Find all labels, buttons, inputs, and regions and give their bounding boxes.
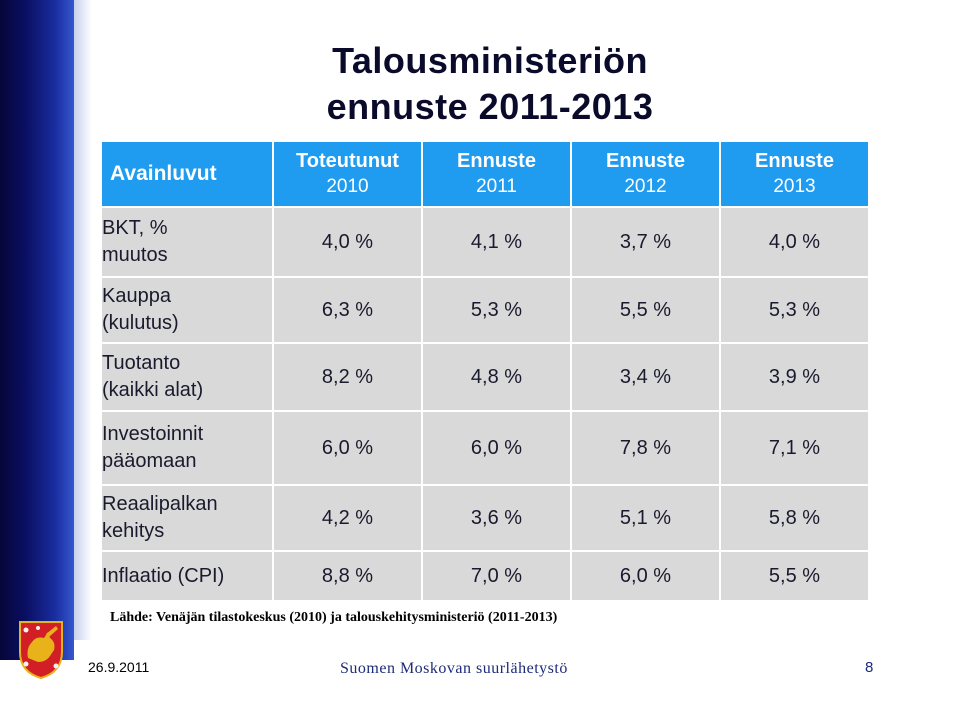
value-cell: 5,1 %	[572, 486, 719, 550]
side-band-fade	[74, 0, 92, 640]
value-text: 6,0 %	[321, 436, 374, 459]
table-row: Investoinnit pääomaan 6,0 % 6,0 % 7,8 % …	[102, 412, 868, 484]
value-cell: 7,1 %	[721, 412, 868, 484]
value-text: 4,0 %	[321, 230, 374, 253]
row-label-line: muutos	[102, 244, 168, 266]
value-text: 6,0 %	[619, 564, 672, 587]
header-col-2010: Toteutunut 2010	[274, 142, 421, 206]
slide-title: Talousministeriön ennuste 2011-2013	[300, 38, 680, 130]
header-col-year: 2012	[624, 176, 667, 197]
value-text: 6,3 %	[321, 298, 374, 321]
row-label-investments: Investoinnit pääomaan	[102, 412, 272, 484]
value-cell: 6,3 %	[274, 278, 421, 342]
title-line-1: Talousministeriön	[332, 40, 648, 81]
value-cell: 5,3 %	[721, 278, 868, 342]
row-label-inflation: Inflaatio (CPI)	[102, 552, 272, 600]
value-cell: 5,3 %	[423, 278, 570, 342]
value-cell: 5,8 %	[721, 486, 868, 550]
value-cell: 5,5 %	[721, 552, 868, 600]
row-label-line: BKT, %	[102, 217, 168, 239]
row-label-line: Tuotanto	[102, 352, 181, 374]
value-text: 4,8 %	[470, 365, 523, 388]
value-cell: 6,0 %	[423, 412, 570, 484]
key-figures-table: Avainluvut Toteutunut 2010 Ennuste 2011 …	[100, 140, 870, 602]
value-text: 4,0 %	[768, 230, 821, 253]
table-row: Reaalipalkan kehitys 4,2 % 3,6 % 5,1 % 5…	[102, 486, 868, 550]
value-cell: 5,5 %	[572, 278, 719, 342]
value-text: 8,2 %	[321, 365, 374, 388]
value-text: 5,5 %	[619, 298, 672, 321]
table-row: Kauppa (kulutus) 6,3 % 5,3 % 5,5 % 5,3 %	[102, 278, 868, 342]
value-cell: 3,6 %	[423, 486, 570, 550]
value-text: 3,6 %	[470, 506, 523, 529]
row-label-line: (kulutus)	[102, 312, 179, 334]
value-text: 3,4 %	[619, 365, 672, 388]
value-text: 5,3 %	[768, 298, 821, 321]
value-cell: 3,9 %	[721, 344, 868, 410]
value-cell: 6,0 %	[572, 552, 719, 600]
title-line-2: ennuste 2011-2013	[326, 86, 654, 127]
table-header-row: Avainluvut Toteutunut 2010 Ennuste 2011 …	[102, 142, 868, 206]
header-col-year: 2010	[326, 176, 369, 197]
value-text: 7,0 %	[470, 564, 523, 587]
value-cell: 8,8 %	[274, 552, 421, 600]
header-col-2011: Ennuste 2011	[423, 142, 570, 206]
value-text: 8,8 %	[321, 564, 374, 587]
value-text: 7,1 %	[768, 436, 821, 459]
header-label: Avainluvut	[102, 142, 272, 206]
value-text: 4,2 %	[321, 506, 374, 529]
header-col-name: Ennuste	[606, 150, 685, 172]
value-cell: 4,0 %	[721, 208, 868, 276]
footer-date: 26.9.2011	[88, 659, 150, 675]
row-label-line: Inflaatio (CPI)	[102, 564, 225, 587]
row-label-line: kehitys	[102, 520, 165, 542]
value-cell: 4,2 %	[274, 486, 421, 550]
value-cell: 4,1 %	[423, 208, 570, 276]
row-label-line: Investoinnit	[102, 423, 204, 445]
value-text: 5,5 %	[768, 564, 821, 587]
side-band	[0, 0, 74, 660]
page-number: 8	[865, 659, 874, 676]
header-col-2013: Ennuste 2013	[721, 142, 868, 206]
header-col-year: 2013	[773, 176, 816, 197]
row-label-line: Kauppa	[102, 285, 171, 307]
table-row: BKT, % muutos 4,0 % 4,1 % 3,7 % 4,0 %	[102, 208, 868, 276]
value-text: 6,0 %	[470, 436, 523, 459]
value-text: 5,3 %	[470, 298, 523, 321]
value-text: 3,9 %	[768, 365, 821, 388]
row-label-line: (kaikki alat)	[102, 379, 204, 401]
row-label-trade: Kauppa (kulutus)	[102, 278, 272, 342]
value-cell: 3,4 %	[572, 344, 719, 410]
value-text: 3,7 %	[619, 230, 672, 253]
row-label-gdp: BKT, % muutos	[102, 208, 272, 276]
finland-coat-of-arms-icon	[19, 621, 63, 680]
value-text: 5,1 %	[619, 506, 672, 529]
header-col-name: Ennuste	[755, 150, 834, 172]
value-cell: 7,0 %	[423, 552, 570, 600]
source-note: Lähde: Venäjän tilastokeskus (2010) ja t…	[110, 610, 558, 625]
row-label-real-wages: Reaalipalkan kehitys	[102, 486, 272, 550]
table-row: Inflaatio (CPI) 8,8 % 7,0 % 6,0 % 5,5 %	[102, 552, 868, 600]
value-cell: 6,0 %	[274, 412, 421, 484]
footer-organization: Suomen Moskovan suurlähetystö	[340, 660, 568, 677]
header-col-name: Toteutunut	[296, 150, 399, 172]
value-text: 7,8 %	[619, 436, 672, 459]
table-row: Tuotanto (kaikki alat) 8,2 % 4,8 % 3,4 %…	[102, 344, 868, 410]
row-label-production: Tuotanto (kaikki alat)	[102, 344, 272, 410]
value-cell: 3,7 %	[572, 208, 719, 276]
header-col-name: Ennuste	[457, 150, 536, 172]
row-label-line: pääomaan	[102, 450, 197, 472]
value-cell: 4,8 %	[423, 344, 570, 410]
value-cell: 4,0 %	[274, 208, 421, 276]
value-cell: 7,8 %	[572, 412, 719, 484]
header-col-2012: Ennuste 2012	[572, 142, 719, 206]
value-cell: 8,2 %	[274, 344, 421, 410]
row-label-line: Reaalipalkan	[102, 493, 218, 515]
value-text: 5,8 %	[768, 506, 821, 529]
header-col-year: 2011	[476, 176, 517, 197]
value-text: 4,1 %	[470, 230, 523, 253]
